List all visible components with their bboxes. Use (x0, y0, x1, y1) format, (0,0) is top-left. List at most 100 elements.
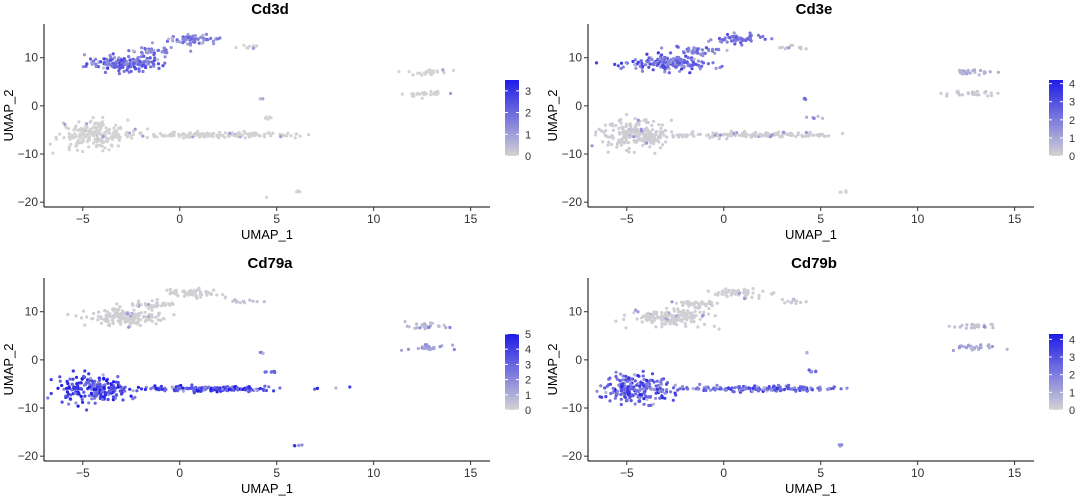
x-axis-label: UMAP_1 (785, 227, 837, 242)
data-point (131, 303, 135, 307)
data-point (84, 124, 88, 128)
data-point (621, 65, 625, 69)
data-point (697, 387, 701, 391)
data-point (438, 345, 442, 349)
data-point (707, 306, 711, 311)
data-point (639, 137, 643, 141)
data-point (671, 135, 675, 139)
data-point (645, 397, 649, 401)
data-point (161, 316, 165, 321)
data-point (975, 89, 979, 93)
data-point (196, 389, 200, 393)
data-point (188, 132, 192, 136)
data-point (209, 36, 213, 41)
data-point (660, 314, 664, 318)
data-point (788, 132, 792, 136)
data-point (737, 386, 741, 390)
axes: −5 0 5 10 15 −20 −10 0 10 (562, 278, 1034, 480)
y-tick-label: 0 (575, 99, 582, 113)
data-point (814, 369, 818, 373)
data-point (126, 319, 130, 323)
data-point (192, 288, 196, 293)
data-point (130, 136, 134, 140)
data-point (951, 348, 955, 353)
data-point (614, 319, 618, 323)
data-point (665, 388, 669, 392)
data-point (218, 133, 222, 137)
data-point (614, 374, 618, 379)
data-point (221, 134, 225, 138)
data-point (624, 125, 628, 129)
data-point (89, 127, 93, 131)
data-point (127, 49, 131, 53)
data-point (692, 316, 696, 320)
data-point (96, 314, 101, 319)
data-point (687, 63, 691, 67)
data-point (163, 303, 167, 307)
data-point (242, 129, 246, 134)
data-point (150, 308, 154, 312)
data-point (90, 317, 94, 321)
data-point (429, 93, 433, 97)
data-point (691, 386, 695, 391)
y-tick-label: −10 (562, 401, 583, 415)
data-point (597, 127, 601, 131)
data-point (645, 141, 649, 145)
y-tick-label: 10 (569, 51, 583, 65)
data-point (131, 397, 135, 401)
data-point (98, 143, 102, 148)
data-point (620, 384, 624, 389)
data-point (648, 378, 652, 382)
data-point (100, 397, 104, 401)
data-point (845, 386, 849, 390)
data-point (76, 138, 80, 143)
data-point (614, 124, 618, 128)
data-point (128, 62, 132, 66)
data-point (617, 119, 621, 123)
data-point (160, 50, 164, 54)
data-point (648, 395, 652, 399)
data-point (816, 386, 820, 390)
data-point (75, 148, 79, 152)
data-point (94, 64, 98, 69)
data-point (669, 118, 673, 122)
data-point (989, 322, 993, 326)
chart-title: Cd79a (247, 255, 293, 272)
x-tick-label: 0 (720, 466, 727, 480)
data-point (265, 195, 269, 199)
data-point (685, 133, 690, 137)
data-point (689, 132, 693, 136)
data-point (62, 387, 66, 391)
data-point (780, 45, 784, 49)
x-tick-label: 10 (911, 212, 925, 226)
colorbar-tick-label: 3 (525, 86, 531, 98)
data-point (964, 346, 969, 350)
data-point (676, 388, 680, 392)
data-point (657, 123, 661, 127)
data-point (177, 132, 181, 136)
data-point (658, 386, 662, 390)
data-point (99, 138, 103, 142)
data-point (619, 66, 623, 71)
legend-colorbar: 0 1 2 3 4 5 (505, 329, 531, 417)
data-point (755, 385, 759, 389)
data-point (420, 73, 424, 77)
data-point (217, 136, 221, 140)
data-point (92, 134, 96, 138)
data-point (428, 347, 432, 352)
data-point (89, 130, 93, 134)
y-axis-label: UMAP_2 (545, 89, 560, 141)
data-point (720, 64, 724, 68)
data-point (118, 314, 123, 318)
data-point (634, 125, 638, 129)
data-point (996, 91, 1000, 95)
data-point (262, 135, 267, 139)
data-point (753, 134, 757, 138)
data-point (725, 40, 729, 44)
colorbar-tick-label: 1 (525, 390, 531, 402)
data-point (658, 146, 662, 150)
data-point (298, 190, 302, 194)
data-point (680, 300, 684, 304)
data-point (114, 123, 118, 127)
data-point (436, 89, 440, 93)
